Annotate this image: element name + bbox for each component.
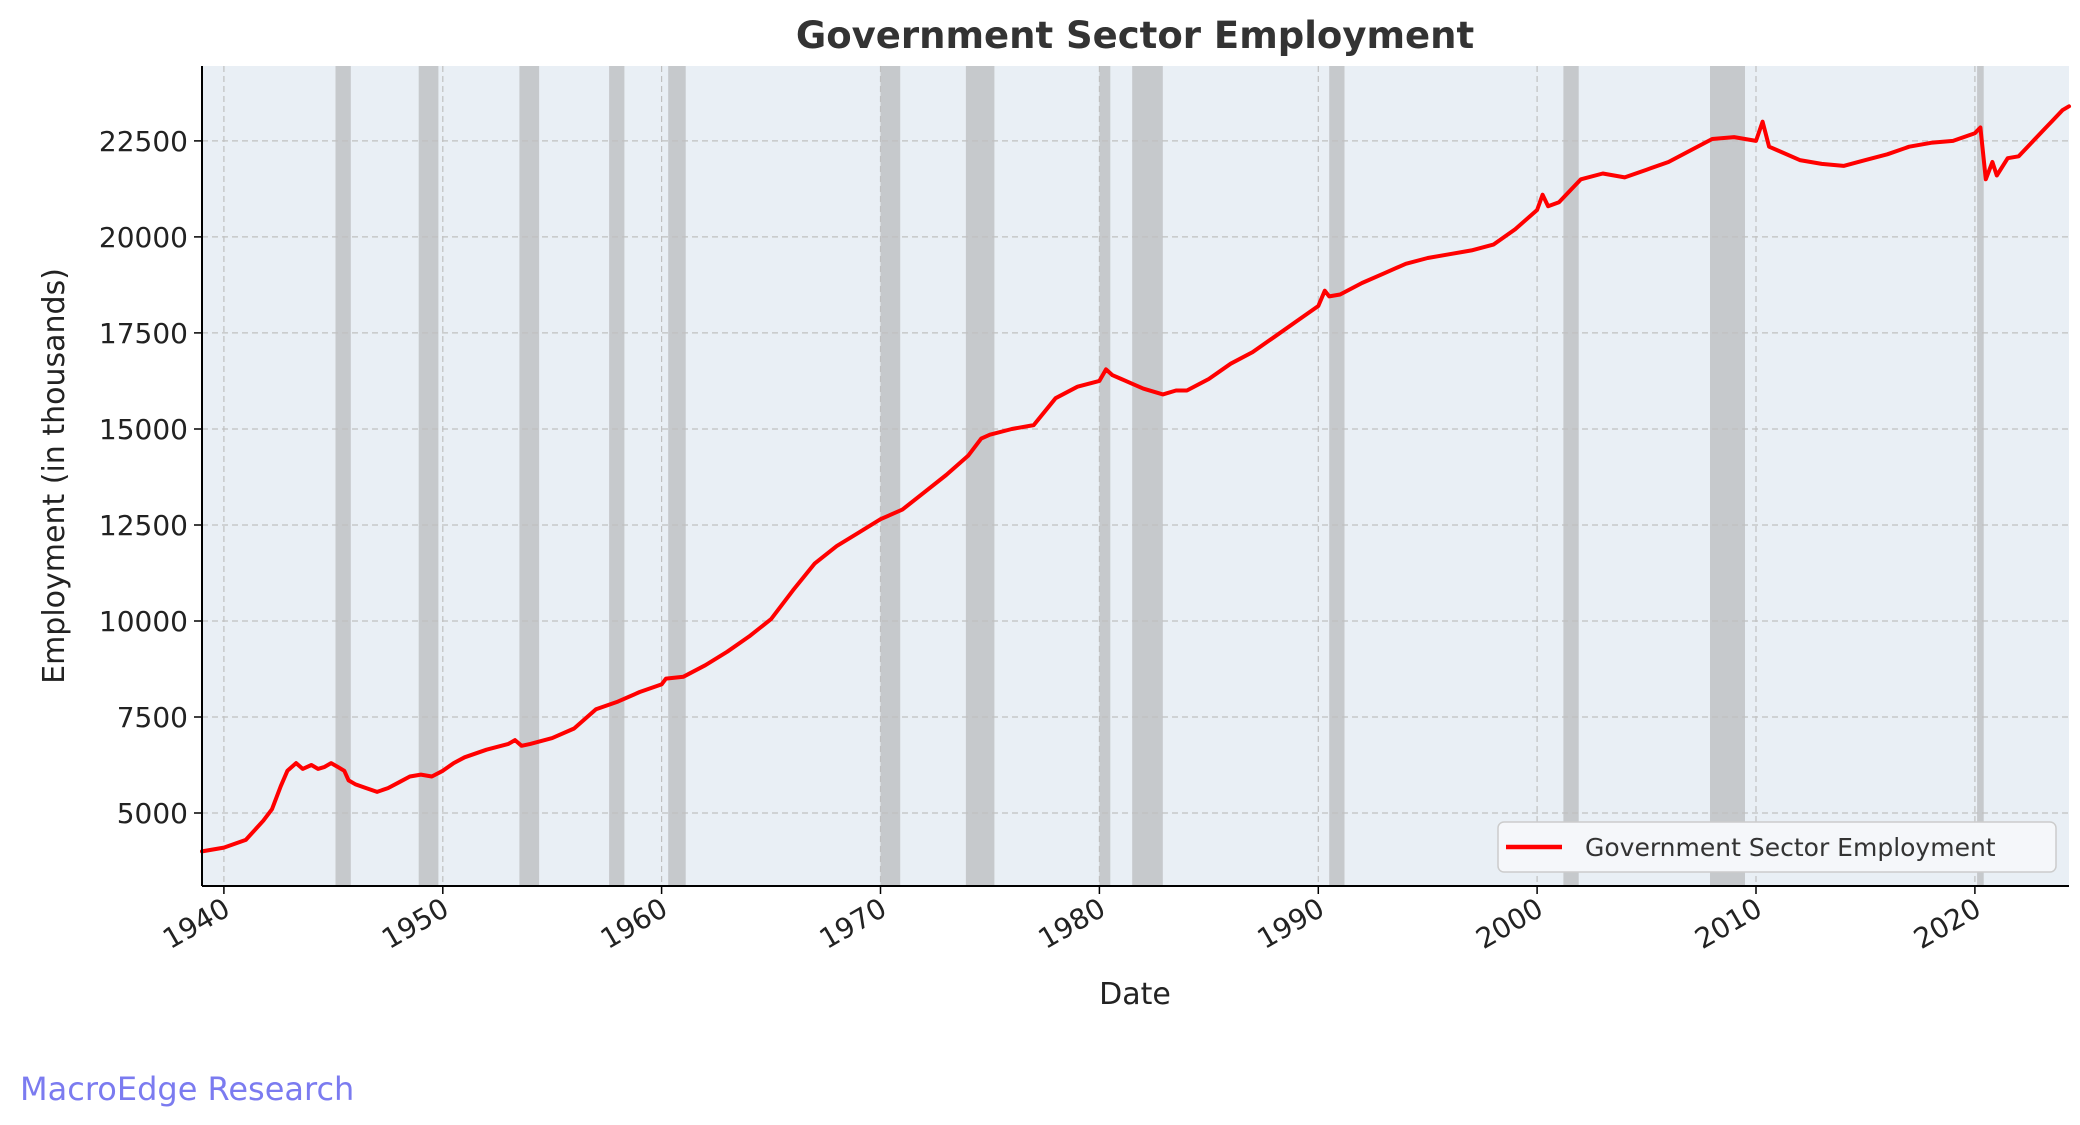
y-tick-label: 12500: [99, 509, 188, 542]
recession-band: [609, 66, 625, 886]
y-axis-ticks: 5000 7500 10000 12500 15000 17500 20000 22500: [99, 125, 202, 830]
y-tick-label: 10000: [99, 605, 188, 638]
x-tick-label: 1950: [376, 891, 454, 955]
recession-bands: [335, 66, 1984, 886]
recession-band: [418, 66, 439, 886]
recession-band: [1132, 66, 1163, 886]
x-tick-label: 1990: [1252, 891, 1330, 955]
y-axis-label: Employment (in thousands): [37, 268, 72, 684]
recession-band: [1563, 66, 1579, 886]
recession-band: [668, 66, 686, 886]
legend: Government Sector Employment: [1497, 821, 2057, 873]
chart-title: Government Sector Employment: [796, 14, 1474, 57]
y-tick-label: 22500: [99, 125, 188, 158]
x-tick-label: 2010: [1689, 891, 1767, 955]
recession-band: [1977, 66, 1984, 886]
y-tick-label: 7500: [117, 701, 188, 734]
y-tick-label: 20000: [99, 221, 188, 254]
x-axis-label: Date: [1099, 977, 1171, 1012]
recession-band: [1099, 66, 1111, 886]
plot-area: 1940 1950 1960 1970 1980 1990 2000 2010 2020 500…: [99, 66, 2071, 956]
grid-lines: [202, 66, 2069, 886]
x-tick-label: 1940: [157, 891, 235, 955]
x-tick-label: 1960: [595, 891, 673, 955]
x-tick-label: 1980: [1033, 891, 1111, 955]
recession-band: [1329, 66, 1345, 886]
recession-band: [965, 66, 995, 886]
recession-band: [1710, 66, 1745, 886]
y-tick-label: 15000: [99, 413, 188, 446]
legend-label: Government Sector Employment: [1585, 833, 1996, 862]
x-axis-ticks: 1940 1950 1960 1970 1980 1990 2000 2010 2020: [157, 886, 1986, 956]
axes: [201, 66, 2069, 887]
x-tick-label: 2020: [1908, 891, 1986, 955]
y-tick-label: 17500: [99, 317, 188, 350]
recession-band: [880, 66, 901, 886]
y-tick-label: 5000: [117, 797, 188, 830]
series-line-government-sector-employment: [200, 104, 2071, 854]
x-tick-label: 2000: [1470, 891, 1548, 955]
recession-band: [519, 66, 540, 886]
legend-box: [1497, 821, 2057, 873]
x-tick-label: 1970: [814, 891, 892, 955]
watermark-text: MacroEdge Research: [20, 1070, 355, 1108]
recession-band: [335, 66, 351, 886]
